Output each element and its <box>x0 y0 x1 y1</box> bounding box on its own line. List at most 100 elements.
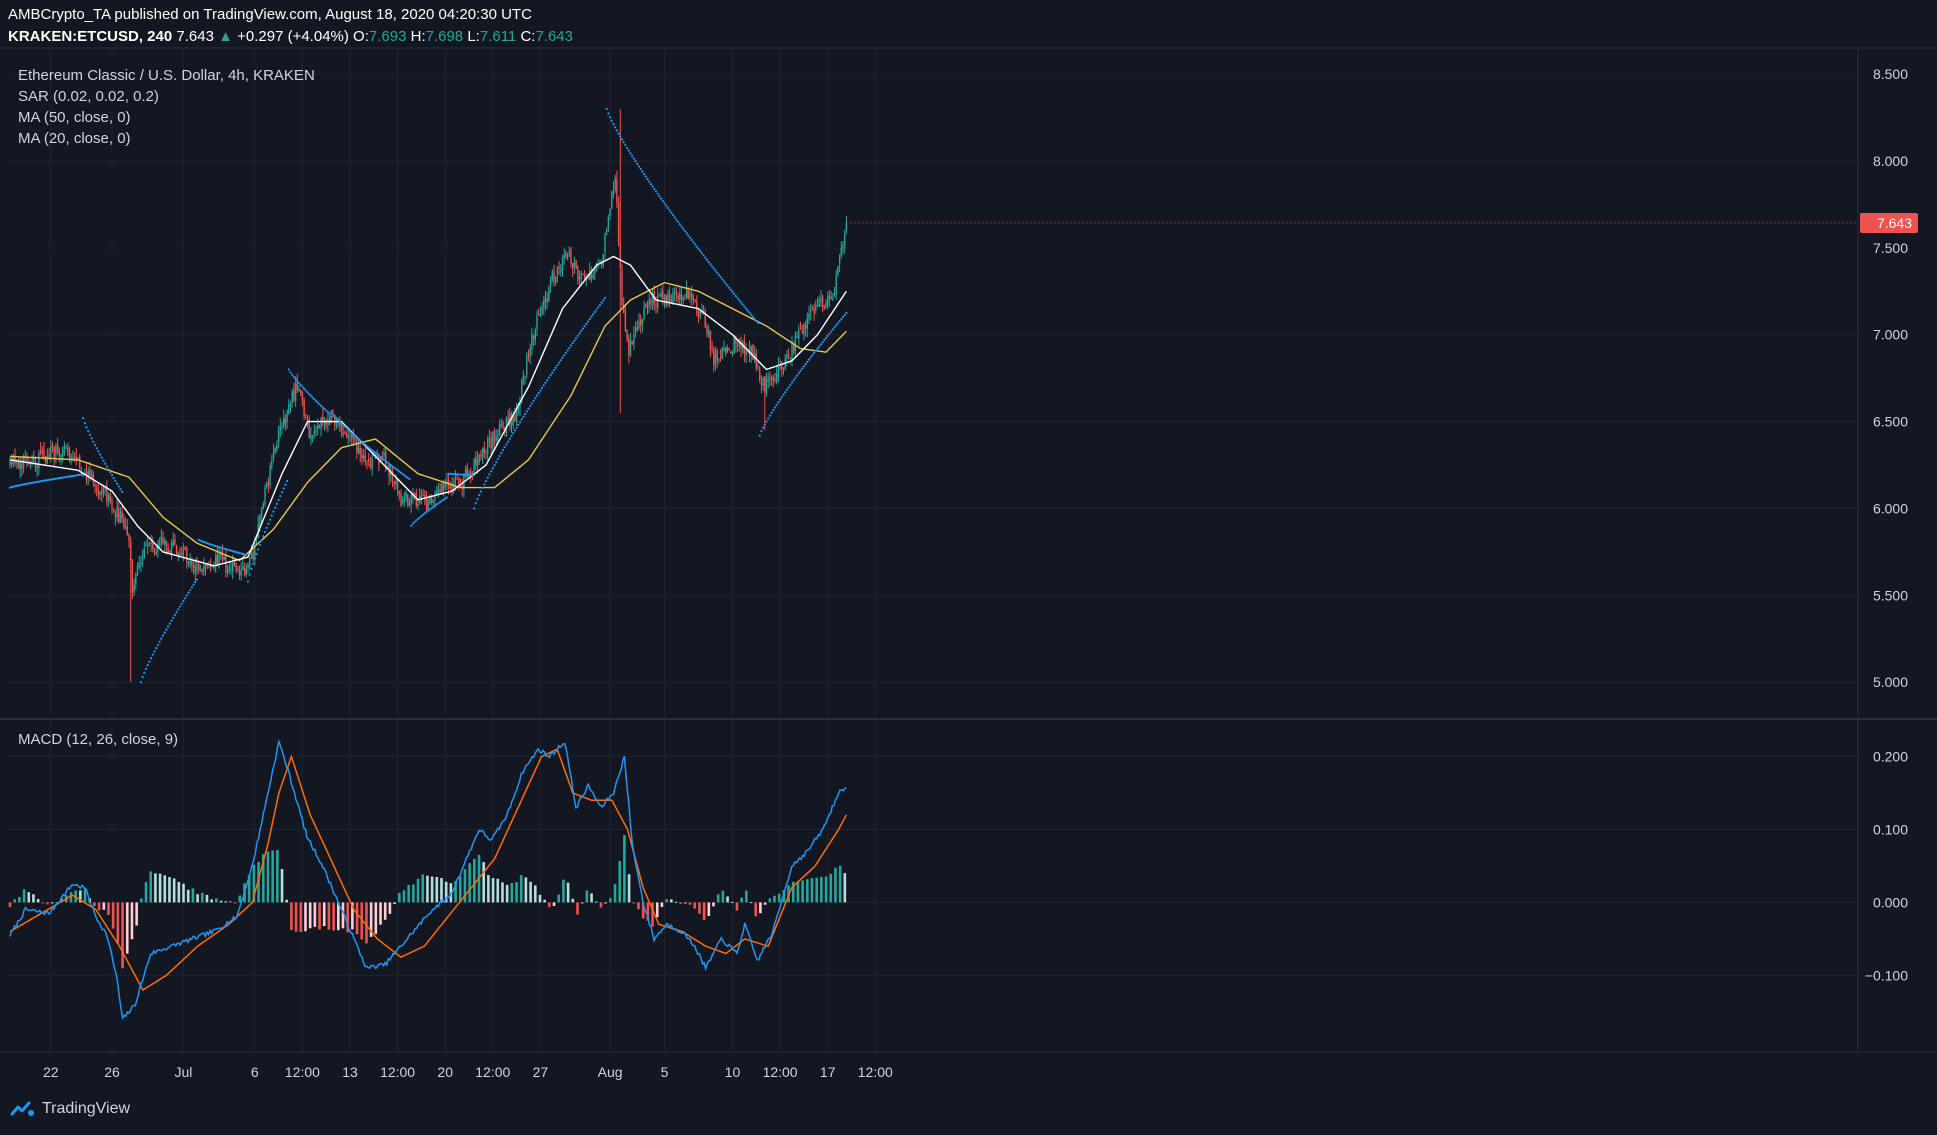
sar-dot <box>270 514 273 517</box>
legend-ma20[interactable]: MA (20, close, 0) <box>18 130 131 147</box>
macd-histogram-bar <box>440 877 443 903</box>
candle-body <box>845 222 848 232</box>
sar-dot <box>287 368 290 371</box>
sar-dot <box>546 379 549 382</box>
sar-dot <box>347 428 350 431</box>
sar-dot <box>328 412 331 415</box>
candle-body <box>16 461 18 464</box>
macd-histogram-bar <box>571 898 575 903</box>
candle-body <box>621 270 623 306</box>
candle-body <box>424 494 426 497</box>
candle-body <box>238 570 241 576</box>
candle-body <box>563 254 565 259</box>
sar-dot <box>592 313 595 316</box>
price-pane <box>0 48 1937 717</box>
sar-dot <box>789 383 792 387</box>
sar-dot <box>507 440 510 443</box>
candle-body <box>175 545 178 556</box>
sar-dot <box>357 437 360 440</box>
sar-dot <box>615 129 619 132</box>
sar-dot <box>777 401 780 404</box>
candle-body <box>583 276 586 281</box>
candle-body <box>480 454 482 457</box>
candle-body <box>578 277 581 282</box>
legend-title[interactable]: Ethereum Classic / U.S. Dollar, 4h, KRAK… <box>18 67 315 84</box>
price-tick-label: 5.000 <box>1873 674 1908 690</box>
sar-dot <box>337 418 340 421</box>
candle-body <box>148 545 151 547</box>
macd-tick-label: 0.000 <box>1873 894 1908 910</box>
sar-dot <box>488 473 491 476</box>
sar-dot <box>267 522 270 525</box>
candle-body <box>713 349 715 366</box>
price-tick-label: 7.500 <box>1873 240 1908 256</box>
legend-ma50[interactable]: MA (50, close, 0) <box>18 109 131 126</box>
candle-body <box>427 500 429 510</box>
open-value: 7.693 <box>368 28 407 45</box>
macd-histogram-bar <box>430 876 434 903</box>
candle-body <box>136 566 139 575</box>
sar-dot <box>508 437 511 440</box>
sar-dot <box>168 622 171 625</box>
candle-body <box>708 331 710 335</box>
candle-body <box>107 493 110 501</box>
candle-body <box>827 296 829 305</box>
sar-dot <box>284 483 287 486</box>
candle-body <box>393 481 395 485</box>
sar-dot <box>143 671 146 674</box>
candle-body <box>589 270 591 280</box>
sar-dot <box>233 550 236 553</box>
price-tick-label: 5.500 <box>1873 587 1908 603</box>
candle-body <box>478 454 480 463</box>
x-tick-label: 12:00 <box>475 1064 510 1080</box>
candle-body <box>677 295 679 299</box>
footer-brand[interactable]: TradingView <box>42 1100 131 1117</box>
legend-sar[interactable]: SAR (0.02, 0.02, 0.2) <box>18 88 159 105</box>
macd-histogram-bar <box>735 902 739 911</box>
sar-dot <box>682 227 685 230</box>
sar-dot <box>156 643 159 647</box>
sar-dot <box>818 345 821 348</box>
candle-body <box>510 415 513 426</box>
candle-body <box>383 453 385 455</box>
candle-body <box>395 479 397 485</box>
sar-dot <box>87 430 90 433</box>
x-tick-label: 10 <box>725 1064 741 1080</box>
candle-body <box>402 499 404 504</box>
candle-body <box>34 462 37 468</box>
sar-dot <box>56 477 59 480</box>
sar-dot <box>316 401 319 404</box>
candle-body <box>17 462 20 469</box>
candle-body <box>714 352 717 365</box>
sar-dot <box>41 479 44 483</box>
candle-body <box>254 542 256 558</box>
sar-dot <box>292 375 295 379</box>
sar-dot <box>568 346 571 350</box>
candle-body <box>230 568 232 570</box>
candle-body <box>362 455 365 459</box>
candle-body <box>114 513 117 518</box>
sar-dot <box>464 473 467 476</box>
sar-dot <box>309 394 312 397</box>
candle-body <box>53 447 55 458</box>
chart-canvas[interactable]: 8.500 8.000 7.500 7.000 6.500 6.000 5.500 5.000… <box>0 0 1937 1090</box>
candle-body <box>283 418 285 427</box>
sar-dot <box>365 444 369 448</box>
candle-body <box>94 484 96 487</box>
sar-dot <box>539 389 542 392</box>
candle-body <box>179 552 181 556</box>
candle-body <box>240 570 242 576</box>
candle-body <box>753 353 756 360</box>
candle-body <box>811 307 814 310</box>
candle-body <box>320 417 322 429</box>
legend-macd[interactable]: MACD (12, 26, close, 9) <box>18 731 179 748</box>
candle-body <box>441 483 443 494</box>
candle-body <box>63 445 66 449</box>
sar-dot <box>408 478 411 481</box>
macd-histogram-bar <box>458 876 462 903</box>
sar-dot <box>439 500 442 504</box>
symbol-label[interactable]: KRAKEN:ETCUSD, 240 <box>8 28 173 45</box>
sar-dot <box>195 578 199 581</box>
candle-body <box>733 337 735 354</box>
macd-pane <box>0 720 1937 1052</box>
